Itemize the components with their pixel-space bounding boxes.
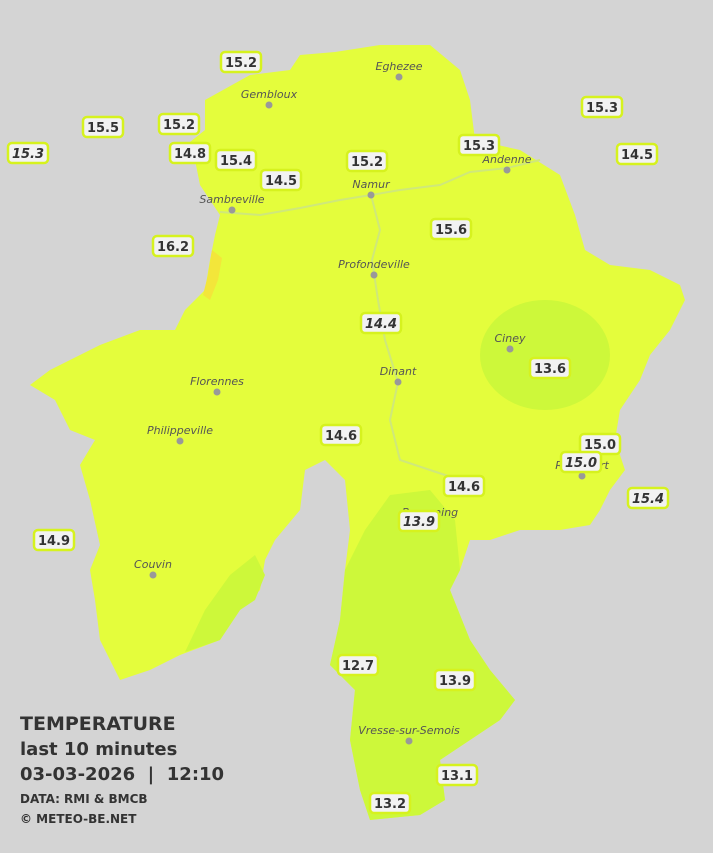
station-box [435, 763, 479, 787]
station-value: 13.1 [441, 769, 473, 784]
warm-spot [203, 250, 222, 300]
station-value: 13.6 [534, 362, 566, 377]
city-label: Eghezee [376, 60, 423, 73]
station-value: 15.3 [463, 139, 495, 154]
legend-subtitle: last 10 minutes [20, 739, 177, 760]
station-value: 14.4 [365, 317, 397, 332]
station-value: 15.2 [351, 155, 383, 170]
station-box [457, 133, 501, 157]
city-dot [578, 472, 586, 480]
cooler-zone [480, 300, 610, 410]
city-dot [265, 101, 273, 109]
legend-datetime: 03-03-2026 | 12:10 [20, 764, 224, 785]
river [370, 194, 461, 481]
station-value: 15.0 [584, 438, 616, 453]
station-value: 15.6 [435, 223, 467, 238]
station-box [6, 141, 50, 165]
station-box [626, 486, 670, 510]
city-dot [405, 737, 413, 745]
station-value: 14.8 [174, 147, 206, 162]
station-value: 13.9 [403, 515, 435, 530]
city-dot [228, 206, 236, 214]
station-box [157, 112, 201, 136]
city-label: Namur [352, 178, 391, 191]
city-label: Florennes [190, 375, 244, 388]
station-value: 15.5 [87, 121, 119, 136]
city-label: Dinant [380, 365, 417, 378]
city-dot [394, 378, 402, 386]
station-box [580, 95, 624, 119]
station-value: 14.6 [448, 480, 480, 495]
station-box [214, 148, 258, 172]
river [219, 159, 541, 217]
station-box [259, 168, 303, 192]
station-value: 12.7 [342, 659, 374, 674]
city-label: Profondeville [338, 258, 410, 271]
station-value: 15.0 [565, 456, 597, 471]
station-box [559, 450, 603, 474]
station-value: 14.6 [325, 429, 357, 444]
legend-title: TEMPERATURE [20, 713, 176, 735]
station-box [345, 149, 389, 173]
city-label: Vresse-sur-Semois [358, 724, 460, 737]
legend-source: DATA: RMI & BMCB [20, 792, 148, 806]
station-value: 14.5 [621, 148, 653, 163]
city-dot [503, 166, 511, 174]
station-value: 15.4 [220, 154, 252, 169]
cooler-zone [185, 555, 265, 652]
city-label: Philippeville [147, 424, 213, 437]
station-box [168, 141, 212, 165]
city-label: Ciney [495, 332, 526, 345]
station-box [81, 115, 125, 139]
city-label: Sambreville [199, 193, 264, 206]
station-box [368, 791, 412, 815]
station-value: 15.4 [632, 492, 664, 507]
station-value: 15.3 [12, 147, 44, 162]
station-box [442, 474, 486, 498]
station-box [336, 653, 380, 677]
station-box [359, 311, 403, 335]
city-dot [506, 345, 514, 353]
city-dot [395, 73, 403, 81]
station-box [151, 234, 195, 258]
station-value: 14.5 [265, 174, 297, 189]
station-value: 15.3 [586, 101, 618, 116]
city-dot [176, 437, 184, 445]
station-value: 15.2 [163, 118, 195, 133]
city-dot [370, 271, 378, 279]
station-value: 14.9 [38, 534, 70, 549]
city-dot [149, 571, 157, 579]
station-box [433, 668, 477, 692]
city-label: Couvin [134, 558, 172, 571]
city-label: Gembloux [241, 88, 298, 101]
city-dot [213, 388, 221, 396]
station-value: 15.2 [225, 56, 257, 71]
station-value: 13.9 [439, 674, 471, 689]
station-box [219, 50, 263, 74]
cooler-zone [330, 490, 515, 820]
station-value: 13.2 [374, 797, 406, 812]
station-box [397, 509, 441, 533]
station-value: 16.2 [157, 240, 189, 255]
legend-credit: © METEO-BE.NET [20, 812, 137, 826]
station-box [319, 423, 363, 447]
station-box [429, 217, 473, 241]
city-dot [367, 191, 375, 199]
station-box [32, 528, 76, 552]
station-box [615, 142, 659, 166]
station-box [528, 356, 572, 380]
